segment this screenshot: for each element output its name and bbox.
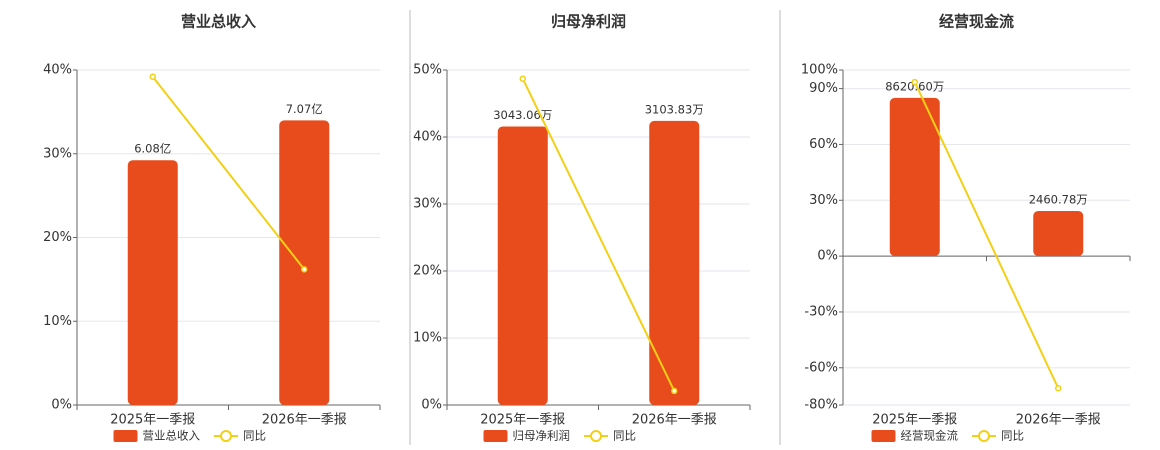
x-tick-label: 2025年一季报: [110, 413, 195, 428]
y-tick-label: 20%: [43, 230, 72, 245]
line: [521, 78, 676, 392]
line-point: [671, 387, 678, 395]
y-tick-label: 30%: [809, 193, 838, 208]
x-tick-label: 2026年一季报: [632, 413, 717, 428]
y-tick-label: 0%: [51, 398, 72, 413]
y-tick-label: 40%: [43, 63, 72, 78]
legend-label: 同比: [1001, 429, 1024, 443]
x-tick-label: 2025年一季报: [872, 413, 957, 428]
bar: [127, 160, 178, 405]
legend-swatch: [978, 430, 990, 442]
y-tick-label: 10%: [43, 314, 72, 329]
y-tick-label: 0%: [817, 249, 838, 264]
legend-label: 经营现金流: [901, 429, 959, 443]
bar: [889, 97, 940, 257]
bar: [497, 126, 548, 405]
legend-swatch: [590, 430, 602, 442]
y-tick-label: 90%: [809, 81, 838, 96]
y-tick-label: 0%: [421, 398, 442, 413]
y-tick-label: 20%: [413, 264, 442, 279]
value-label: 3043.06万: [493, 108, 552, 122]
line-point: [301, 266, 308, 273]
bar: [1033, 210, 1084, 257]
y-tick-label: 40%: [413, 130, 442, 145]
line: [151, 76, 306, 270]
legend-swatch: [483, 430, 508, 442]
x-tick-label: 2026年一季报: [262, 413, 347, 428]
y-tick-label: 10%: [413, 331, 442, 346]
y-tick-label: 30%: [43, 146, 72, 161]
legend-label: 营业总收入: [143, 429, 201, 443]
line-point: [1055, 385, 1062, 392]
value-label: 2460.78万: [1029, 192, 1088, 206]
legend-label: 同比: [613, 429, 636, 443]
legend-swatch: [220, 430, 232, 442]
line-point: [519, 75, 526, 82]
legend-label: 同比: [243, 429, 266, 443]
value-label: 7.07亿: [286, 102, 323, 116]
line-point: [911, 78, 918, 86]
y-tick-label: 50%: [413, 63, 442, 78]
value-label: 6.08亿: [134, 142, 171, 156]
y-tick-label: -80%: [804, 398, 838, 413]
line: [913, 81, 1060, 389]
chart-title: 营业总收入: [181, 13, 256, 31]
y-tick-label: 60%: [809, 137, 838, 152]
chart-title: 经营现金流: [939, 13, 1014, 31]
bar: [279, 120, 330, 405]
legend-swatch: [871, 430, 896, 442]
x-tick-label: 2026年一季报: [1016, 413, 1101, 428]
y-tick-label: 100%: [801, 63, 838, 78]
line-point: [149, 73, 156, 80]
legend-label: 归母净利润: [513, 429, 571, 443]
value-label: 3103.83万: [645, 102, 704, 116]
bar: [649, 120, 700, 405]
value-label: 8620.60万: [885, 79, 944, 93]
x-tick-label: 2025年一季报: [480, 413, 565, 428]
y-tick-label: 30%: [413, 197, 442, 212]
y-tick-label: -30%: [804, 304, 838, 319]
y-tick-label: -60%: [804, 360, 838, 375]
legend-swatch: [113, 430, 138, 442]
chart-title: 归母净利润: [551, 13, 626, 31]
